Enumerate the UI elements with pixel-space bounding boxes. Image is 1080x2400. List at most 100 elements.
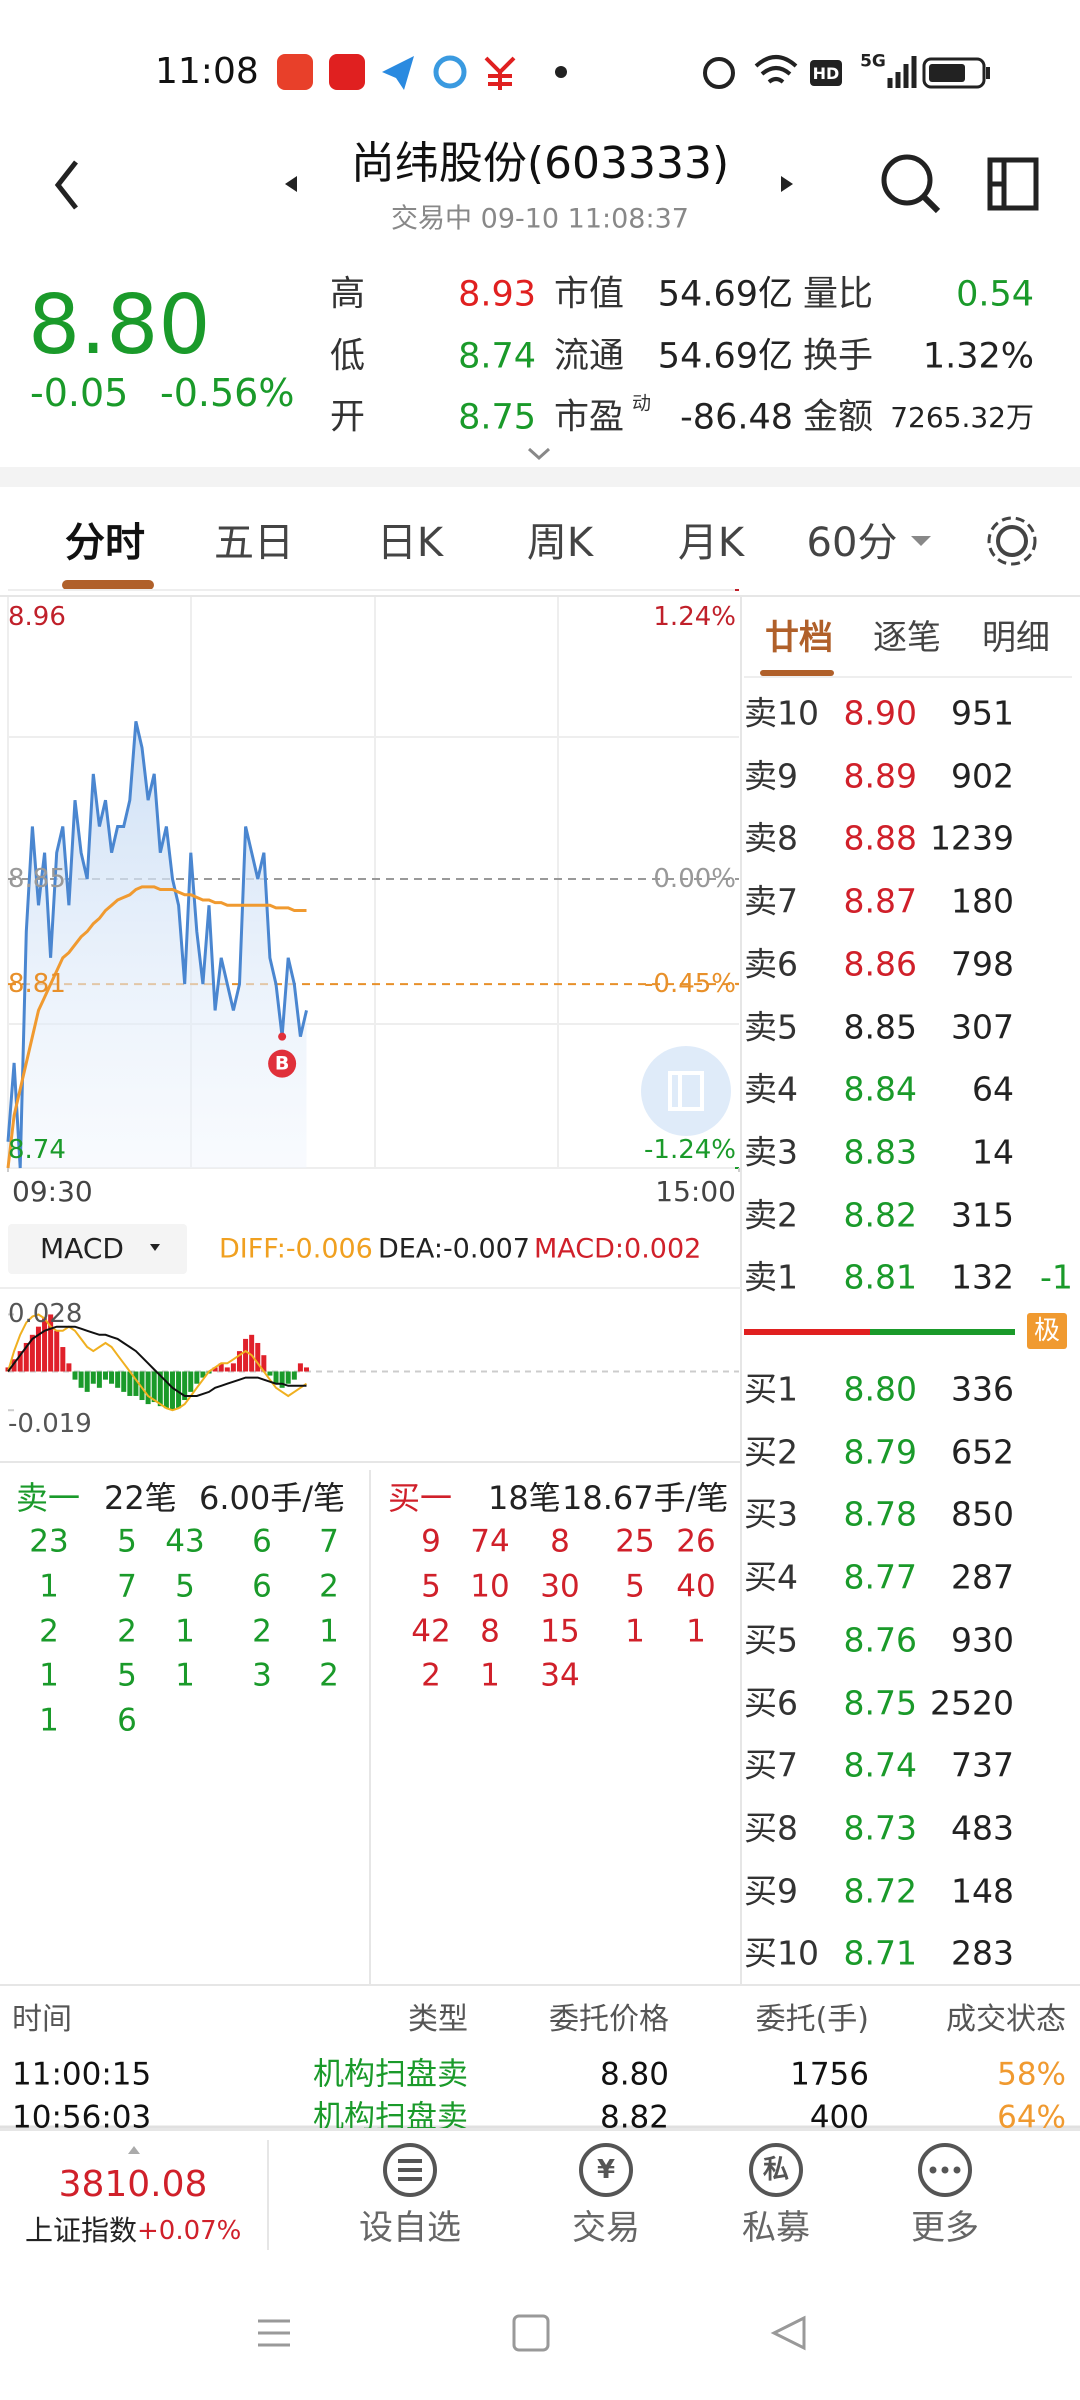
macd-dropdown (150, 1244, 160, 1251)
macd-bar (297, 1363, 303, 1372)
macd-bar (212, 1367, 218, 1372)
macd-tick-label: 0.028 (8, 1299, 83, 1330)
table-cell: 64% (997, 2099, 1066, 2136)
y-tick-label: 8.74 (8, 1135, 66, 1165)
book-price: 8.75 (843, 1683, 917, 1722)
stat-label: 金额 (803, 397, 874, 438)
stats-value: 2 (39, 1613, 59, 1650)
buy-point (278, 1032, 287, 1041)
book-volume: 315 (951, 1195, 1014, 1235)
series-line (6, 885, 307, 1169)
macd-bar (303, 1367, 309, 1372)
nav-label[interactable]: 交易 (572, 2208, 640, 2248)
y-tick-label: 8.81 (8, 969, 66, 1000)
stats-value: 1 (39, 1568, 59, 1605)
macd-bar (35, 1326, 41, 1372)
book-price: 8.81 (843, 1257, 917, 1297)
macd-bar (291, 1371, 297, 1380)
stats-value: 9 (421, 1523, 441, 1560)
table-cell: 1756 (790, 2056, 869, 2093)
macd-bar (163, 1371, 169, 1409)
stats-value: 40 (676, 1568, 716, 1605)
expand-button[interactable] (527, 447, 551, 461)
macd-bar (285, 1371, 291, 1384)
macd-selector-box[interactable] (8, 1224, 187, 1274)
stats-value: 7 (319, 1523, 339, 1560)
book-tab[interactable]: 廿档 (765, 618, 833, 658)
settings-gear (987, 516, 1037, 566)
tab[interactable]: 日K (376, 520, 444, 566)
book-tab[interactable]: 逐笔 (873, 618, 941, 658)
book-label: 买10 (744, 1933, 819, 1973)
status-time: 11:08 (155, 51, 259, 92)
floating-button[interactable] (641, 1046, 731, 1136)
layout-button[interactable] (987, 157, 1039, 211)
macd-bar (157, 1371, 163, 1407)
book-label: 卖3 (744, 1132, 798, 1172)
stats-value: 6 (117, 1702, 137, 1739)
stats-value: 8 (480, 1613, 500, 1650)
y-tick-label: 8.85 (8, 864, 66, 894)
stats-value: 2 (421, 1657, 441, 1694)
stock-title: 尚纬股份(603333) (350, 138, 730, 189)
nav-label[interactable]: 更多 (911, 2208, 979, 2248)
search-button[interactable] (881, 154, 933, 206)
book-volume: 902 (951, 756, 1014, 796)
tab[interactable]: 分时 (65, 520, 145, 566)
nav-label[interactable]: 私募 (742, 2208, 810, 2248)
stat-label: 量比 (803, 274, 874, 315)
stats-value: 1 (39, 1702, 59, 1739)
stats-avg: 18.67手/笔 (562, 1479, 729, 1517)
stats-value: 23 (29, 1523, 69, 1560)
stat-label: 市值 (554, 274, 625, 315)
settings-button[interactable] (996, 525, 1028, 557)
book-tab[interactable]: 明细 (982, 618, 1050, 658)
book-label: 卖2 (744, 1195, 798, 1235)
x-tick-label: 15:00 (655, 1175, 736, 1208)
stat-value: 0.54 (956, 274, 1034, 315)
macd-bar (188, 1371, 194, 1392)
next-stock[interactable] (781, 176, 793, 192)
table-cell: 11:00:15 (12, 2056, 152, 2093)
tab[interactable]: 月K (677, 520, 745, 566)
book-volume: 737 (951, 1745, 1014, 1785)
macd-bar (109, 1371, 115, 1384)
book-label: 买9 (744, 1871, 798, 1911)
book-label: 卖7 (744, 881, 798, 921)
book-price: 8.79 (843, 1432, 917, 1472)
index-value: 3810.08 (58, 2164, 208, 2205)
table-header: 时间 (12, 2002, 72, 2037)
stat-label: 低 (330, 336, 366, 377)
stat-value: 54.69亿 (657, 274, 793, 315)
tab[interactable]: 五日 (214, 520, 294, 566)
table-cell: 机构扫盘卖 (313, 2099, 468, 2136)
stats-value: 6 (252, 1568, 272, 1605)
back-button[interactable] (54, 160, 78, 210)
book-volume: 283 (951, 1933, 1014, 1973)
macd-bar (72, 1371, 78, 1380)
table-cell: 8.82 (599, 2099, 669, 2136)
prev-stock[interactable] (285, 176, 297, 192)
book-price: 8.82 (843, 1195, 917, 1235)
book-price: 8.83 (843, 1132, 917, 1172)
signal-icon (887, 56, 917, 88)
tab[interactable]: 60分 (806, 520, 898, 566)
stock-subtitle: 交易中 09-10 11:08:37 (391, 203, 689, 235)
macd-bar (218, 1363, 224, 1372)
buy-marker (268, 1049, 297, 1078)
macd-line (7, 1325, 307, 1397)
x-tick-label: 09:30 (12, 1175, 93, 1208)
nav-label[interactable]: 设自选 (359, 2208, 461, 2248)
index-change: +0.07% (137, 2216, 242, 2246)
status-hd: HD (812, 64, 840, 83)
tab[interactable]: 周K (526, 520, 594, 566)
book-volume: 798 (951, 944, 1014, 984)
macd-bar (194, 1371, 200, 1384)
book-volume: 483 (951, 1808, 1014, 1848)
stats-value: 30 (540, 1568, 580, 1605)
macd-bar (176, 1371, 182, 1409)
stats-value: 5 (421, 1568, 441, 1605)
book-label: 买7 (744, 1745, 798, 1785)
book-volume: 951 (951, 693, 1014, 733)
